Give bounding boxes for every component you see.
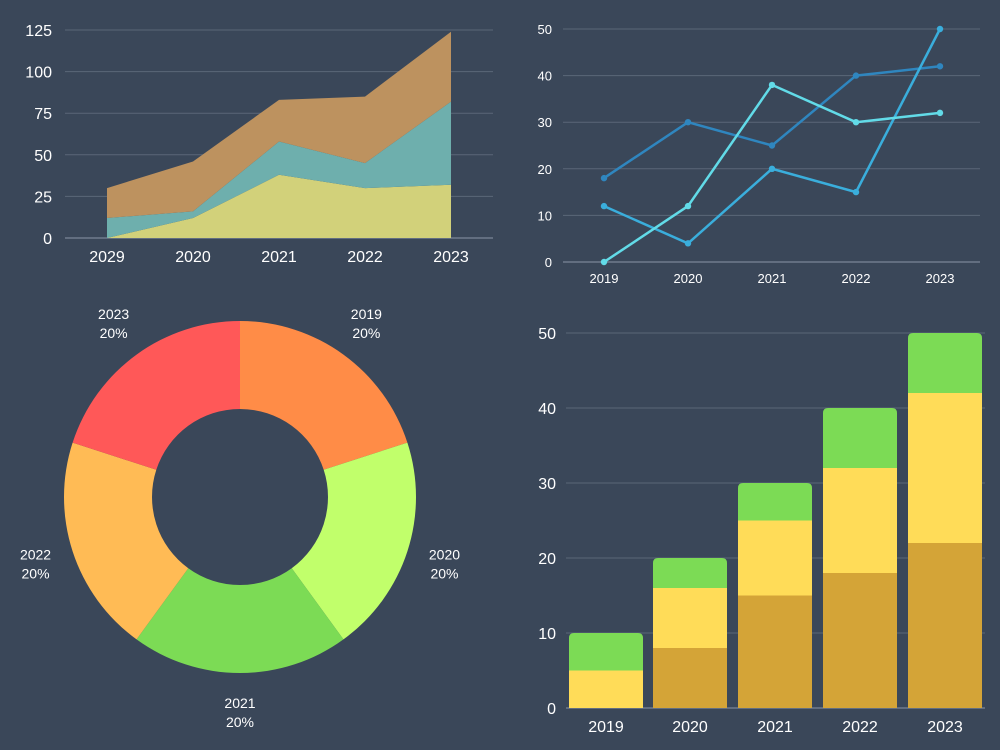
y-tick-label: 50 [34, 148, 52, 165]
bar-segment-series-2 [653, 588, 727, 648]
line-point [600, 258, 608, 266]
area-series-3 [107, 31, 451, 219]
slice-percent: 20% [22, 565, 50, 581]
bar-segment-series-1 [908, 543, 982, 708]
donut-slice-2020 [291, 442, 417, 640]
line-point [600, 202, 608, 210]
line-point [768, 142, 776, 149]
bar-segment-series-3 [738, 483, 812, 521]
slice-percent: 20% [430, 565, 458, 581]
stacked-area-chart: 0 25 50 75 100 125 2029 2020 2021 2022 2023 [25, 23, 493, 266]
x-tick-label: 2022 [842, 271, 871, 286]
bar-segment-series-1 [653, 648, 727, 708]
y-tick-label: 10 [538, 626, 556, 643]
donut-slice-2021 [136, 568, 344, 673]
bar-segment-series-2 [738, 520, 812, 596]
slice-label: 2023 [98, 306, 129, 322]
x-tick-label: 2022 [842, 719, 878, 736]
bar-segment-series-1 [823, 573, 897, 708]
line-point [684, 240, 692, 247]
bar-segment-series-3 [569, 633, 643, 671]
x-tick-label: 2023 [433, 249, 469, 266]
y-tick-label: 30 [538, 115, 552, 130]
line-point [768, 165, 776, 172]
line-point [852, 72, 860, 79]
donut-slice-2019 [240, 321, 408, 470]
area-series-1 [107, 174, 451, 238]
line-point [852, 188, 860, 196]
donut-chart: 2019 20% 2020 20% 2021 20% 2022 20% 2023 20% [20, 306, 460, 730]
x-tick-label: 2019 [588, 719, 624, 736]
donut-slice-2023 [72, 321, 241, 470]
line-point [768, 81, 776, 89]
slice-percent: 20% [226, 714, 254, 730]
line-chart: 0 10 20 30 40 50 2019 2020 2021 2022 2023 [538, 22, 980, 286]
x-tick-label: 2019 [590, 271, 619, 286]
bar-segment-series-2 [908, 393, 982, 543]
slice-label: 2020 [429, 546, 460, 562]
bar-segment-series-1 [738, 595, 812, 708]
x-tick-label: 2020 [175, 249, 211, 266]
y-tick-label: 125 [25, 23, 52, 40]
y-tick-label: 75 [34, 106, 52, 123]
line-point [684, 202, 692, 210]
line-point [936, 63, 944, 70]
bar-segment-series-3 [908, 333, 982, 393]
line-point [936, 109, 944, 117]
y-tick-label: 0 [547, 701, 556, 718]
y-tick-label: 30 [538, 476, 556, 493]
x-tick-label: 2022 [347, 249, 383, 266]
y-tick-label: 40 [538, 401, 556, 418]
line-series-2 [603, 28, 942, 245]
bar-segment-series-2 [569, 670, 643, 708]
x-tick-label: 2020 [674, 271, 703, 286]
x-tick-label: 2023 [927, 719, 963, 736]
area-series-2 [107, 101, 451, 238]
slice-label: 2021 [224, 695, 255, 711]
y-tick-label: 40 [538, 69, 552, 84]
bar-segment-series-2 [823, 468, 897, 573]
x-tick-label: 2021 [758, 271, 787, 286]
y-tick-label: 10 [538, 208, 552, 223]
y-tick-label: 20 [538, 162, 552, 177]
y-tick-label: 0 [545, 255, 552, 270]
x-tick-label: 2020 [672, 719, 708, 736]
x-tick-label: 2023 [926, 271, 955, 286]
line-point [684, 119, 692, 126]
slice-label: 2019 [351, 306, 382, 322]
y-tick-label: 50 [538, 326, 556, 343]
y-tick-label: 25 [34, 189, 52, 206]
x-tick-label: 2021 [757, 719, 793, 736]
bar-segment-series-3 [653, 558, 727, 588]
line-point [852, 119, 860, 126]
donut-slice-2022 [63, 442, 189, 640]
line-point [936, 25, 944, 33]
y-tick-label: 50 [538, 22, 552, 37]
x-tick-label: 2029 [89, 249, 125, 266]
stacked-bar-chart: 0 10 20 30 40 50 2019 2020 2021 2022 2023 [538, 326, 985, 736]
bar-segment-series-3 [823, 408, 897, 468]
line-series-3 [603, 83, 941, 264]
line-point [600, 174, 608, 182]
x-tick-label: 2021 [261, 249, 297, 266]
y-tick-label: 0 [43, 231, 52, 248]
slice-label: 2022 [20, 546, 51, 562]
y-tick-label: 20 [538, 551, 556, 568]
slice-percent: 20% [100, 325, 128, 341]
y-tick-label: 100 [25, 65, 52, 82]
slice-percent: 20% [352, 325, 380, 341]
